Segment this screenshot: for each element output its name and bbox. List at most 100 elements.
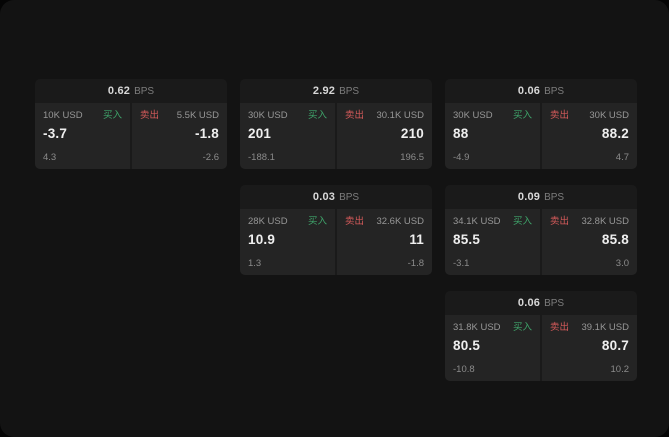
bps-unit: BPS [544,297,565,309]
sell-delta: 3.0 [615,258,629,269]
buy-delta: 1.3 [248,258,262,269]
sell-panel[interactable]: 卖出 32.8K USD 85.8 3.0 [542,209,637,275]
sell-panel[interactable]: 卖出 32.6K USD 11 -1.8 [337,209,432,275]
sell-panel[interactable]: 卖出 30K USD 88.2 4.7 [542,103,637,169]
sell-delta: 196.5 [400,152,424,163]
buy-panel-top: 10K USD 买入 [43,110,122,122]
buy-delta: -188.1 [248,152,275,163]
sell-label: 卖出 [550,322,570,333]
bps-unit: BPS [339,191,360,203]
buy-size: 34.1K USD [453,216,501,227]
quote-card: 0.09 BPS 34.1K USD 买入 85.5 -3.1 卖出 32.8K… [445,185,637,275]
bid-ask-panels: 30K USD 买入 88 -4.9 卖出 30K USD 88.2 4.7 [445,103,637,169]
bps-header: 2.92 BPS [240,79,432,103]
buy-delta: -3.1 [453,258,470,269]
quote-card: 0.06 BPS 30K USD 买入 88 -4.9 卖出 30K USD [445,79,637,169]
buy-label: 买入 [512,110,532,121]
sell-panel[interactable]: 卖出 30.1K USD 210 196.5 [337,103,432,169]
sell-panel-top: 卖出 5.5K USD [140,110,219,122]
quote-cards-grid: 0.62 BPS 10K USD 买入 -3.7 4.3 卖出 5.5K USD [35,79,637,381]
buy-size: 31.8K USD [453,322,501,333]
sell-panel-top: 卖出 32.6K USD [345,216,424,228]
sell-size: 39.1K USD [581,322,629,333]
buy-price: -3.7 [43,126,68,141]
buy-panel-top: 30K USD 买入 [248,110,327,122]
sell-label: 卖出 [550,216,570,227]
buy-price: 10.9 [248,232,276,247]
sell-label: 卖出 [550,110,570,121]
bid-ask-panels: 10K USD 买入 -3.7 4.3 卖出 5.5K USD -1.8 -2.… [35,103,227,169]
bps-unit: BPS [134,85,155,97]
sell-price: -1.8 [194,126,219,141]
bps-header: 0.06 BPS [445,79,637,103]
buy-size: 28K USD [248,216,288,227]
buy-label: 买入 [512,322,532,333]
buy-panel[interactable]: 10K USD 买入 -3.7 4.3 [35,103,130,169]
sell-price: 80.7 [601,338,629,353]
sell-delta: 10.2 [610,364,630,375]
buy-size: 10K USD [43,110,83,121]
buy-panel-top: 28K USD 买入 [248,216,327,228]
buy-panel[interactable]: 28K USD 买入 10.9 1.3 [240,209,335,275]
sell-panel-top: 卖出 32.8K USD [550,216,629,228]
buy-panel-top: 34.1K USD 买入 [453,216,532,228]
bps-value: 0.06 [517,297,541,309]
sell-panel-top: 卖出 30.1K USD [345,110,424,122]
buy-panel-top: 31.8K USD 买入 [453,322,532,334]
bid-ask-panels: 34.1K USD 买入 85.5 -3.1 卖出 32.8K USD 85.8… [445,209,637,275]
bid-ask-panels: 31.8K USD 买入 80.5 -10.8 卖出 39.1K USD 80.… [445,315,637,381]
buy-label: 买入 [512,216,532,227]
buy-label: 买入 [307,110,327,121]
bps-value: 0.06 [517,85,541,97]
bps-value: 0.09 [517,191,541,203]
buy-price: 80.5 [453,338,481,353]
sell-panel[interactable]: 卖出 5.5K USD -1.8 -2.6 [132,103,227,169]
buy-size: 30K USD [453,110,493,121]
sell-size: 32.6K USD [376,216,424,227]
sell-price: 88.2 [601,126,629,141]
sell-panel-top: 卖出 30K USD [550,110,629,122]
bps-header: 0.62 BPS [35,79,227,103]
bps-unit: BPS [544,85,565,97]
sell-panel-top: 卖出 39.1K USD [550,322,629,334]
bid-ask-panels: 30K USD 买入 201 -188.1 卖出 30.1K USD 210 1… [240,103,432,169]
quote-card: 2.92 BPS 30K USD 买入 201 -188.1 卖出 30.1K … [240,79,432,169]
bid-ask-panels: 28K USD 买入 10.9 1.3 卖出 32.6K USD 11 -1.8 [240,209,432,275]
sell-size: 30.1K USD [376,110,424,121]
buy-delta: 4.3 [43,152,57,163]
buy-price: 88 [453,126,469,141]
bps-unit: BPS [544,191,565,203]
quote-card: 0.06 BPS 31.8K USD 买入 80.5 -10.8 卖出 39.1… [445,291,637,381]
sell-label: 卖出 [140,110,160,121]
sell-panel[interactable]: 卖出 39.1K USD 80.7 10.2 [542,315,637,381]
quote-card: 0.03 BPS 28K USD 买入 10.9 1.3 卖出 32.6K US… [240,185,432,275]
sell-delta: 4.7 [615,152,629,163]
sell-price: 210 [400,126,424,141]
buy-panel[interactable]: 34.1K USD 买入 85.5 -3.1 [445,209,540,275]
sell-delta: -2.6 [202,152,219,163]
bps-unit: BPS [339,85,360,97]
bps-value: 0.03 [312,191,336,203]
buy-panel[interactable]: 30K USD 买入 201 -188.1 [240,103,335,169]
buy-delta: -4.9 [453,152,470,163]
buy-size: 30K USD [248,110,288,121]
buy-price: 201 [248,126,272,141]
sell-price: 11 [409,232,424,247]
bps-header: 0.09 BPS [445,185,637,209]
sell-size: 5.5K USD [176,110,219,121]
sell-size: 32.8K USD [581,216,629,227]
bps-value: 2.92 [312,85,336,97]
bps-value: 0.62 [107,85,131,97]
sell-size: 30K USD [589,110,629,121]
bps-header: 0.06 BPS [445,291,637,315]
sell-price: 85.8 [601,232,629,247]
buy-panel-top: 30K USD 买入 [453,110,532,122]
quote-card: 0.62 BPS 10K USD 买入 -3.7 4.3 卖出 5.5K USD [35,79,227,169]
buy-panel[interactable]: 31.8K USD 买入 80.5 -10.8 [445,315,540,381]
buy-label: 买入 [307,216,327,227]
buy-price: 85.5 [453,232,481,247]
sell-label: 卖出 [345,110,365,121]
buy-label: 买入 [102,110,122,121]
buy-panel[interactable]: 30K USD 买入 88 -4.9 [445,103,540,169]
